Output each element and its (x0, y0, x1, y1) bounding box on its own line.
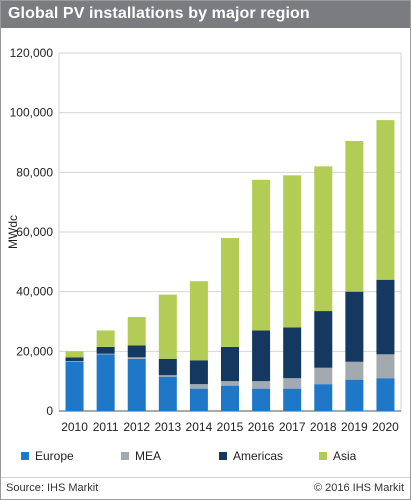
bar-asia-2018 (314, 166, 333, 312)
bar-mea-2012 (127, 357, 146, 359)
y-tick-label: 0 (46, 404, 53, 418)
bar-mea-2019 (345, 361, 364, 380)
bar-asia-2016 (252, 179, 271, 331)
x-tick-label: 2012 (123, 420, 150, 434)
bar-asia-2013 (158, 294, 177, 359)
bar-mea-2010 (65, 361, 84, 362)
bar-mea-2015 (221, 381, 239, 386)
bar-mea-2018 (314, 367, 333, 385)
x-tick-label: 2010 (61, 420, 88, 434)
y-tick-label: 120,000 (10, 46, 54, 60)
x-tick-label: 2019 (341, 420, 368, 434)
bar-americas-2012 (127, 345, 146, 358)
bar-europe-2015 (221, 385, 239, 411)
bar-americas-2020 (376, 279, 395, 355)
bar-mea-2014 (189, 384, 208, 389)
x-tick-label: 2015 (217, 420, 244, 434)
bar-americas-2011 (96, 346, 115, 354)
y-tick-label: 60,000 (16, 225, 53, 239)
y-tick-label: 20,000 (16, 344, 53, 358)
x-tick-label: 2011 (93, 420, 119, 434)
bar-europe-2010 (65, 361, 84, 411)
bar-americas-2014 (189, 360, 208, 385)
bar-asia-2019 (345, 141, 364, 292)
x-tick-label: 2013 (154, 420, 181, 434)
bar-europe-2014 (189, 388, 208, 411)
bar-europe-2011 (96, 354, 115, 411)
bar-americas-2019 (345, 291, 364, 362)
bar-asia-2014 (189, 281, 208, 361)
bar-asia-2012 (127, 317, 146, 346)
bar-europe-2012 (127, 358, 146, 411)
bar-mea-2016 (252, 381, 271, 389)
x-tick-label: 2017 (279, 420, 306, 434)
footer: Source: IHS Markit © 2016 IHS Markit (1, 477, 410, 500)
bar-asia-2010 (65, 351, 84, 358)
stacked-bar-chart: 0 20,000 40,000 60,000 80,000 100,000 120,000 M… (6, 46, 402, 463)
legend-swatch-americas (219, 452, 227, 460)
x-tick-label: 2018 (310, 420, 337, 434)
bar-mea-2020 (376, 354, 395, 379)
bar-mea-2011 (96, 353, 115, 355)
legend-label-mea: MEA (135, 449, 161, 463)
bar-mea-2017 (283, 378, 302, 389)
bar-americas-2010 (65, 357, 84, 362)
legend-swatch-europe (21, 452, 29, 460)
bar-europe-2018 (314, 384, 333, 411)
x-tick-label: 2016 (248, 420, 275, 434)
bar-mea-2013 (158, 375, 177, 377)
bar-europe-2016 (252, 388, 271, 411)
legend-swatch-asia (319, 452, 327, 460)
chart-title: Global PV installations by major region (8, 5, 310, 22)
bar-europe-2017 (283, 388, 302, 411)
bar-asia-2015 (221, 237, 239, 347)
source-note: Source: IHS Markit (6, 482, 99, 494)
bar-americas-2017 (283, 327, 302, 379)
x-tick-label: 2014 (186, 420, 213, 434)
bar-europe-2013 (158, 376, 177, 411)
bar-europe-2019 (345, 379, 364, 411)
y-tick-label: 80,000 (16, 165, 53, 179)
y-tick-label: 40,000 (16, 285, 53, 299)
bar-americas-2018 (314, 311, 333, 368)
title-bar: Global PV installations by major region (1, 1, 410, 28)
bar-americas-2013 (158, 358, 177, 376)
x-tick-label: 2020 (372, 420, 399, 434)
bar-americas-2015 (221, 346, 239, 382)
bar-asia-2011 (96, 330, 115, 347)
bar-asia-2020 (376, 120, 395, 280)
bar-asia-2017 (283, 175, 302, 328)
copyright-note: © 2016 IHS Markit (313, 482, 404, 494)
legend-swatch-mea (121, 452, 129, 460)
bar-europe-2020 (376, 378, 395, 411)
y-tick-label: 100,000 (10, 106, 54, 120)
legend-label-asia: Asia (333, 449, 357, 463)
legend-label-europe: Europe (35, 449, 74, 463)
bar-americas-2016 (252, 330, 271, 382)
legend-label-americas: Americas (233, 449, 283, 463)
y-axis-label: MWdc (6, 215, 20, 249)
